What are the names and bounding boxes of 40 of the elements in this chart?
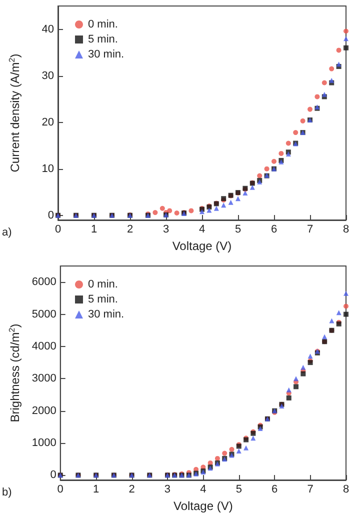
y-tick-label: 5000: [32, 308, 56, 320]
x-tick-label: 4: [198, 224, 206, 236]
y-tick-label: 1000: [32, 436, 56, 449]
x-tick-label: 3: [164, 484, 171, 496]
legend-label: 30 min.: [88, 48, 124, 60]
x-axis-title: Voltage (V): [174, 499, 233, 513]
x-tick-label: 4: [200, 484, 206, 496]
legend-label: 5 min.: [88, 34, 118, 46]
y-tick-label: 0: [50, 469, 56, 482]
y-axis-title: Brightness (cd/m2): [8, 324, 22, 422]
x-tick-label: 7: [306, 224, 314, 236]
x-tick-label: 5: [234, 224, 242, 236]
y-tick-label: 3000: [32, 372, 56, 385]
x-axis-title: Voltage (V): [172, 239, 232, 253]
y-tick-label: 2000: [32, 404, 56, 417]
x-tick-label: 2: [128, 484, 135, 496]
text: b): [2, 486, 12, 498]
legend-label: 0 min.: [88, 278, 118, 290]
y-tick-label: 30: [42, 70, 54, 82]
legend-label: 0 min.: [88, 18, 118, 30]
x-tick-label: 3: [162, 224, 170, 236]
y-tick-label: 6000: [32, 276, 56, 288]
x-tick-label: 8: [342, 224, 350, 236]
y-tick-label: 40: [42, 23, 54, 36]
y-tick-label: 10: [42, 162, 54, 175]
y-tick-label: 0: [48, 209, 54, 222]
legend-label: 5 min.: [88, 294, 118, 306]
x-tick-label: 1: [93, 484, 100, 496]
x-tick-label: 8: [342, 484, 350, 496]
x-tick-label: 6: [270, 224, 278, 236]
x-tick-label: 1: [90, 224, 98, 236]
x-tick-label: 5: [236, 484, 242, 496]
x-tick-label: 2: [126, 224, 134, 236]
text: a): [2, 226, 12, 238]
y-tick-label: 4000: [32, 340, 56, 352]
legend-label: 30 min.: [88, 308, 124, 320]
y-axis-title: Current density (A/m2): [8, 54, 22, 172]
y-tick-label: 20: [42, 116, 54, 128]
x-tick-label: 7: [307, 484, 314, 496]
x-tick-label: 6: [272, 484, 278, 496]
